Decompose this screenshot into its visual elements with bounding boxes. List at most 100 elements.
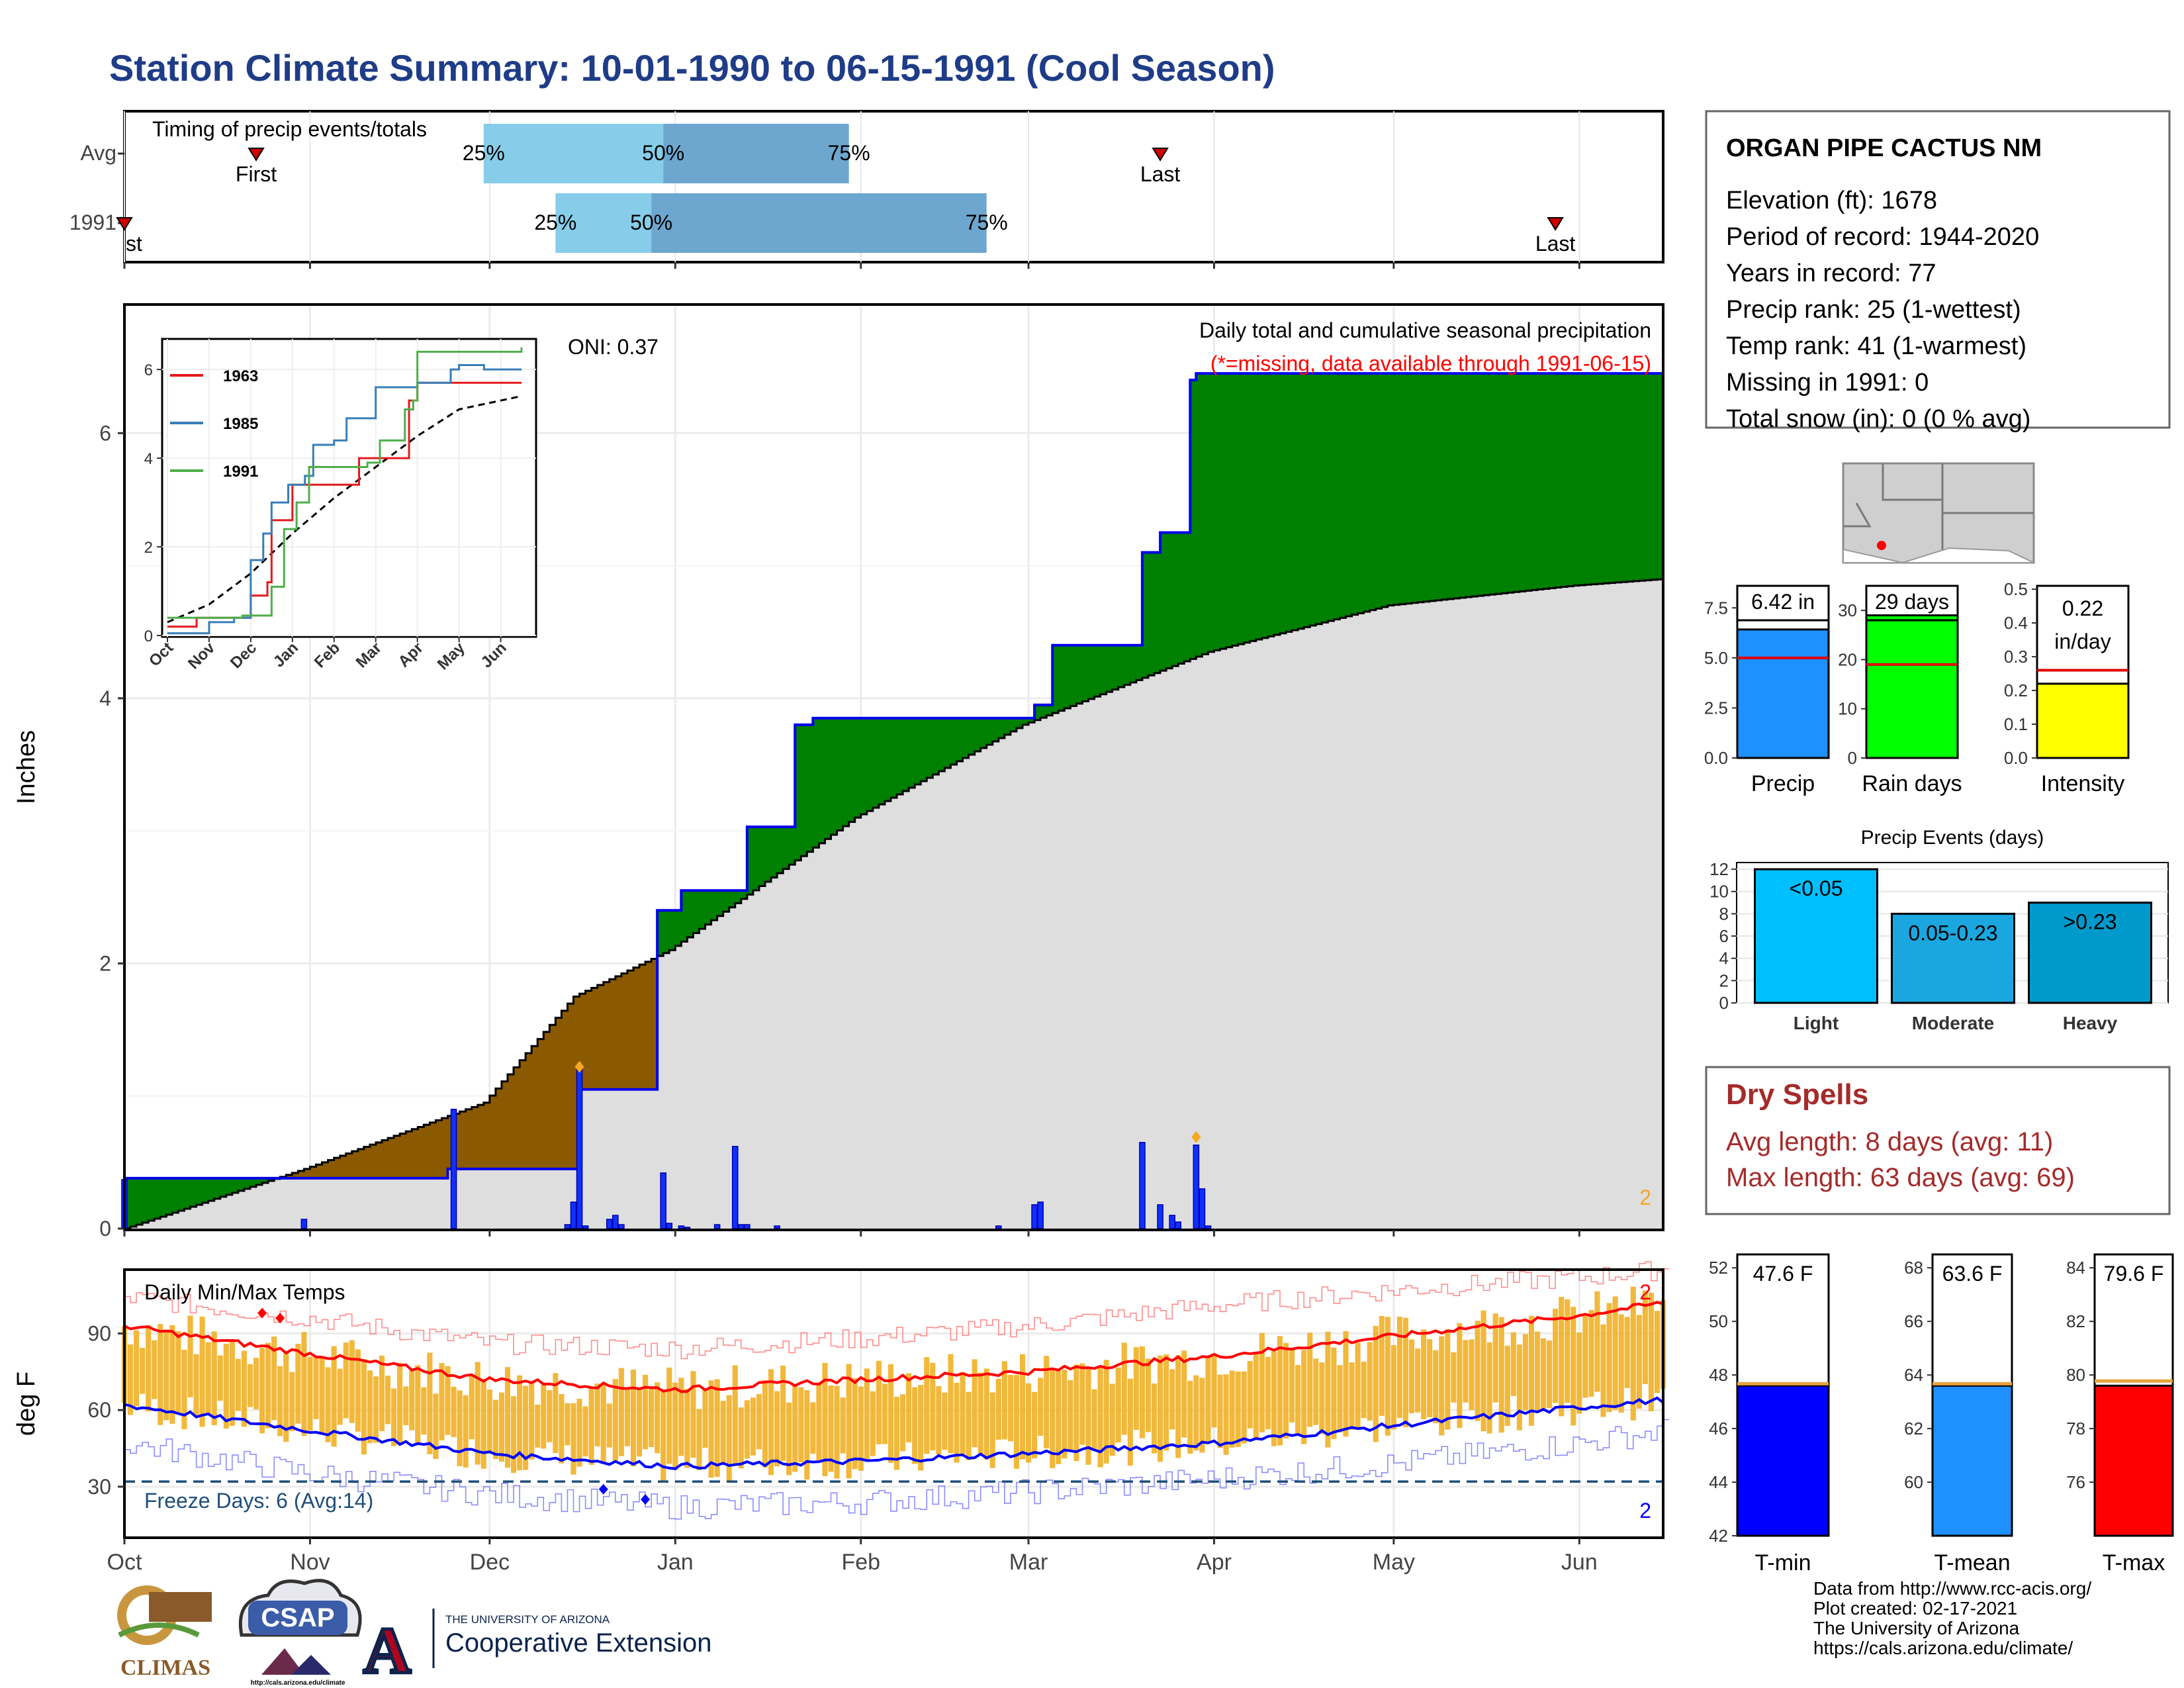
daily-precip-bar [1139,1142,1146,1229]
cumulative-diff-fill [226,1178,233,1195]
daily-temp-bar [744,1400,750,1459]
daily-temp-bar [1415,1348,1421,1413]
cumulative-diff-fill [944,718,952,769]
station-info-box: ORGAN PIPE CACTUS NM Elevation (ft): 1678… [1705,110,2171,433]
mini-bar-tick: 5.0 [1704,648,1728,668]
daily-temp-bar [385,1376,391,1425]
cumulative-diff-fill [1495,373,1502,594]
station-line: Temp rank: 41 (1-warmest) [1726,332,2026,360]
daily-temp-bar [1618,1314,1624,1413]
cumulative-diff-fill [507,1074,514,1169]
cumulative-diff-fill [645,961,652,1090]
oni-label: ONI: 0.37 [568,335,659,359]
mini-bar-display: 6.42 in [1751,590,1815,614]
events-tick: 12 [1709,859,1729,879]
inset-y-tick: 2 [144,539,153,557]
daily-precip-bar [684,1227,691,1229]
cumulative-diff-fill [597,984,604,1090]
precip-title: Daily total and cumulative seasonal prec… [1199,318,1651,342]
cumulative-diff-fill [567,1004,574,1169]
cumulative-diff-fill [735,890,742,904]
cumulative-diff-fill [1130,645,1137,682]
station-line: Period of record: 1944-2020 [1726,223,2039,251]
legend-label: 1963 [223,367,258,385]
cumulative-diff-fill [980,718,987,748]
cumulative-diff-fill [430,1122,437,1178]
daily-precip-bar [582,1225,589,1229]
cumulative-diff-fill [292,1172,298,1178]
cumulative-diff-fill [1573,373,1580,586]
month-tick-label: Mar [1009,1550,1048,1575]
cumulative-diff-fill [1399,373,1406,604]
cumulative-diff-fill [1543,373,1550,589]
daily-temp-bar [660,1391,666,1481]
daily-temp-bar [978,1372,983,1455]
cumulative-diff-fill [717,890,724,916]
cumulative-diff-fill [1184,532,1191,661]
cumulative-diff-fill [1513,373,1520,592]
daily-temp-bar [361,1359,367,1455]
temp-y-tick: 90 [87,1321,111,1345]
map-border [1882,463,1942,501]
daily-temp-bar [235,1358,241,1411]
footer-line: Data from http://www.rcc-acis.org/ [1813,1578,2092,1599]
daily-temp-bar [600,1384,606,1464]
cumulative-diff-fill [783,827,790,869]
mini-bar-label: Rain days [1862,771,1962,796]
temp-bar-tick: 52 [1709,1258,1728,1278]
daily-temp-bar [1127,1378,1133,1466]
cumulative-diff-fill [675,910,682,946]
record-marker-icon [574,1060,584,1073]
daily-temp-bar [1486,1342,1492,1434]
cumulative-diff-fill [262,1178,269,1183]
cumulative-diff-fill [758,827,766,886]
csap-logo-text: CSAP [261,1603,334,1632]
cumulative-diff-fill [525,1053,532,1169]
cumulative-diff-fill [1310,373,1316,626]
temp-frame [123,1268,1664,1539]
avg-max-line [124,1301,1664,1393]
cumulative-diff-fill [872,718,880,808]
record-marker-icon [1191,1131,1201,1143]
cumulative-diff-fill [1226,373,1233,647]
daily-temp-bar [1217,1374,1223,1448]
daily-temp-bar [1594,1291,1600,1392]
record-marker-icon [257,1307,267,1319]
daily-temp-bar [1379,1315,1385,1416]
event-category-label: Moderate [1912,1013,1994,1033]
dry-spells-title: Dry Spells [1726,1078,1868,1111]
timing-marker-label: Last [1535,232,1576,256]
mini-bar-display: in/day [2054,630,2111,653]
cumulative-diff-fill [854,718,862,818]
daily-temp-bar [283,1352,289,1442]
cumulative-diff-fill [1136,645,1143,680]
ua-cooperative-extension: Cooperative Extension [445,1628,711,1658]
precip-frame [123,303,1664,1231]
cumulative-diff-fill [543,1031,550,1169]
inset-y-tick: 6 [144,361,153,379]
cumulative-diff-fill [1148,552,1155,676]
daily-temp-bar [355,1349,361,1432]
cumulative-diff-fill [310,1166,317,1178]
station-location-icon [1877,541,1886,550]
daily-temp-bar [289,1372,295,1432]
month-tick-label: Feb [841,1550,880,1575]
daily-temp-bar [265,1342,271,1429]
daily-temp-bar [152,1340,158,1399]
daily-temp-bar [480,1378,486,1469]
cumulative-diff-fill [974,718,981,751]
daily-temp-bar [1019,1354,1026,1460]
precip-y-tick: 4 [99,686,111,710]
temp-bar-value [1736,1384,1830,1537]
daily-temp-bar [1038,1378,1044,1436]
cumulative-diff-fill [938,718,945,772]
station-line: Elevation (ft): 1678 [1726,187,1937,214]
daily-temp-bar [954,1382,960,1463]
daily-temp-bar [445,1366,451,1435]
cumulative-diff-fill [897,718,903,795]
precip-corner-note: 2 [1639,1186,1651,1209]
timing-panel: Timing of precip events/totals Avg 25% 50% 7… [69,110,1664,263]
cumulative-diff-fill [801,724,807,857]
daily-temp-bar [1235,1371,1241,1447]
freeze-days-label: Freeze Days: 6 (Avg:14) [144,1489,373,1513]
